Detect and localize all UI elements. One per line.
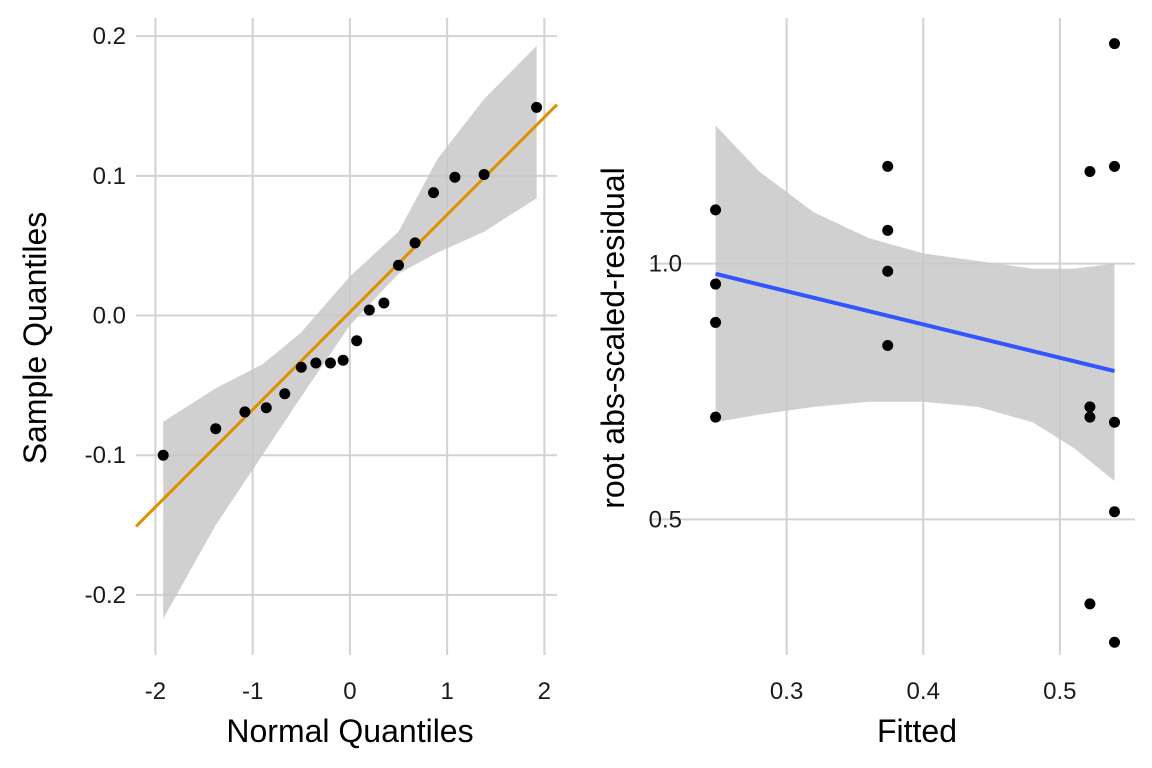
qq-data-point [351,335,363,347]
qq-x-tick-label: -1 [242,678,263,705]
qq-x-tick-label: -2 [145,678,166,705]
qq-data-point [428,187,440,199]
qq-data-point [363,304,375,316]
qq-gridlines [136,18,557,655]
qq-points [157,101,543,461]
scale-location-y-tick-label: 0.5 [649,506,682,533]
qq-data-point [324,357,336,369]
qq-data-point [239,406,251,418]
qq-data-point [279,388,291,400]
scale-location-data-point [882,265,894,277]
scale-location-trend-line [715,271,1115,373]
scale-location-data-point [1109,160,1121,172]
scale-location-y-tick-labels: 0.5 1.0 [649,251,682,534]
qq-data-point [295,361,307,373]
qq-y-tick-label: -0.1 [85,442,126,469]
scale-location-data-point [882,160,894,172]
scale-location-data-point [1084,411,1096,423]
scale-location-data-point [1084,401,1096,413]
qq-data-point [409,237,421,249]
qq-data-point [393,259,405,271]
qq-data-point [157,449,169,461]
scale-location-x-tick-label: 0.5 [1043,678,1076,705]
qq-data-point [310,357,322,369]
scale-location-data-point [1109,636,1121,648]
scale-location-y-axis-title: root abs-scaled-residual [595,167,631,509]
qq-x-tick-label: 0 [343,678,356,705]
qq-y-tick-label: -0.2 [85,582,126,609]
scale-location-x-tick-label: 0.4 [907,678,940,705]
qq-plot-panel: -2 -1 0 1 2 -0.2 -0.1 0.0 0.1 0.2 Normal Quantil… [17,18,559,749]
scale-location-data-point [1084,598,1096,610]
scale-location-x-tick-label: 0.3 [770,678,803,705]
qq-data-point [449,171,461,183]
qq-x-tick-label: 2 [538,678,551,705]
scale-location-plot-panel: 0.3 0.4 0.5 0.5 1.0 Fitted root abs-scaled-… [595,18,1135,749]
qq-y-tick-labels: -0.2 -0.1 0.0 0.1 0.2 [85,23,126,609]
qq-y-axis-title: Sample Quantiles [17,212,53,465]
scale-location-data-point [710,204,722,216]
scale-location-x-tick-labels: 0.3 0.4 0.5 [770,678,1077,705]
scale-location-data-point [710,316,722,328]
scale-location-data-point [1109,416,1121,428]
qq-x-tick-label: 1 [440,678,453,705]
scale-location-confidence-band [715,125,1115,482]
scale-location-data-point [1084,165,1096,177]
scale-location-points [710,38,1121,648]
qq-data-point [260,402,272,414]
qq-x-axis-title: Normal Quantiles [226,713,473,749]
qq-y-tick-label: 0.0 [93,303,126,330]
qq-data-point [531,101,543,113]
scale-location-x-axis-title: Fitted [877,713,957,749]
scale-location-data-point [1109,506,1121,518]
qq-confidence-band [163,45,537,619]
scale-location-data-point [882,339,894,351]
qq-data-point [337,354,349,366]
scale-location-data-point [710,411,722,423]
qq-data-point [478,168,490,180]
qq-y-tick-label: 0.2 [93,23,126,50]
scale-location-y-tick-label: 1.0 [649,251,682,278]
qq-data-point [210,423,222,435]
qq-y-tick-label: 0.1 [93,163,126,190]
scale-location-data-point [882,224,894,236]
qq-data-point [378,297,390,309]
scale-location-data-point [710,278,722,290]
scale-location-data-point [1109,38,1121,50]
qq-x-tick-labels: -2 -1 0 1 2 [145,678,551,705]
